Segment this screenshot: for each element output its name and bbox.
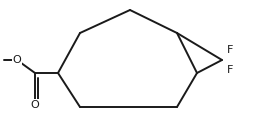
Text: F: F bbox=[227, 65, 233, 75]
Text: O: O bbox=[13, 55, 21, 65]
Text: F: F bbox=[227, 45, 233, 55]
Text: O: O bbox=[31, 100, 39, 110]
